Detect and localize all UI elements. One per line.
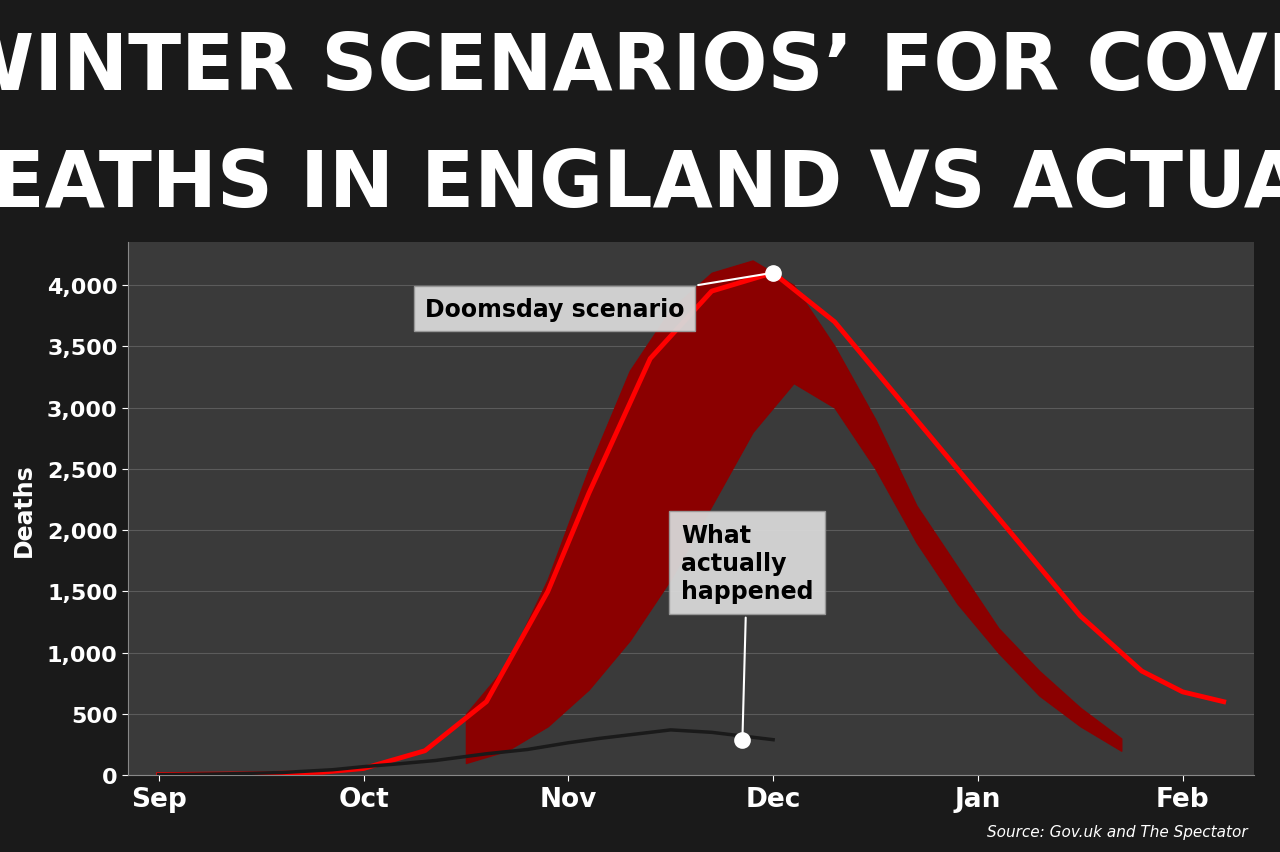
Text: ‘WINTER SCENARIOS’ FOR COVID: ‘WINTER SCENARIOS’ FOR COVID bbox=[0, 30, 1280, 106]
Text: DEATHS IN ENGLAND VS ACTUAL: DEATHS IN ENGLAND VS ACTUAL bbox=[0, 147, 1280, 223]
Y-axis label: Deaths: Deaths bbox=[12, 463, 36, 556]
Text: What
actually
happened: What actually happened bbox=[681, 523, 814, 737]
Text: Source: Gov.uk and The Spectator: Source: Gov.uk and The Spectator bbox=[987, 824, 1248, 839]
Text: Doomsday scenario: Doomsday scenario bbox=[425, 273, 771, 321]
